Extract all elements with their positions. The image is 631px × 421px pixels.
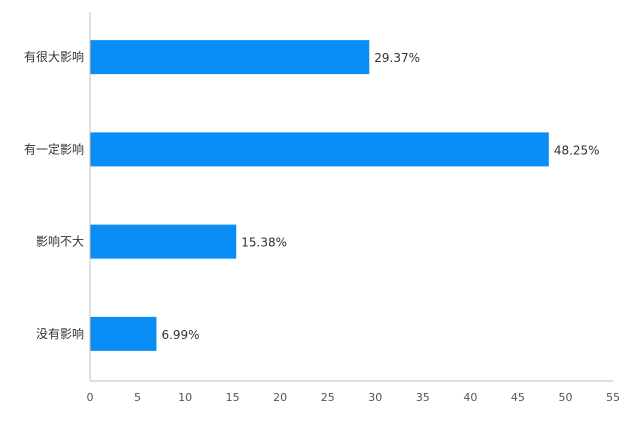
x-tick-label: 45 xyxy=(511,391,525,404)
value-label: 29.37% xyxy=(374,51,420,65)
value-label: 6.99% xyxy=(161,328,199,342)
x-tick-label: 55 xyxy=(606,391,620,404)
value-labels: 29.37% 48.25% 15.38% 6.99% xyxy=(161,51,599,342)
bar xyxy=(90,40,370,75)
chart-axes xyxy=(89,12,613,382)
x-tick-label: 0 xyxy=(87,391,94,404)
x-tick-label: 35 xyxy=(416,391,430,404)
bar xyxy=(90,224,237,259)
category-label: 有很大影响 xyxy=(24,49,84,64)
bar xyxy=(90,316,157,351)
bar xyxy=(90,132,549,167)
x-tick-label: 5 xyxy=(134,391,141,404)
value-label: 15.38% xyxy=(241,236,287,250)
x-tick-label: 20 xyxy=(273,391,287,404)
category-label: 有一定影响 xyxy=(24,141,84,156)
chart-bars xyxy=(90,40,549,351)
x-tick-label: 25 xyxy=(321,391,335,404)
category-label: 没有影响 xyxy=(36,326,84,341)
category-label: 影响不大 xyxy=(36,234,84,249)
x-tick-label: 50 xyxy=(558,391,572,404)
x-tick-label: 40 xyxy=(463,391,477,404)
value-label: 48.25% xyxy=(554,143,600,157)
x-tick-labels: 0 5 10 15 20 25 30 35 40 45 50 55 xyxy=(87,391,621,404)
x-tick-label: 15 xyxy=(226,391,240,404)
x-tick-label: 10 xyxy=(178,391,192,404)
x-tick-label: 30 xyxy=(368,391,382,404)
